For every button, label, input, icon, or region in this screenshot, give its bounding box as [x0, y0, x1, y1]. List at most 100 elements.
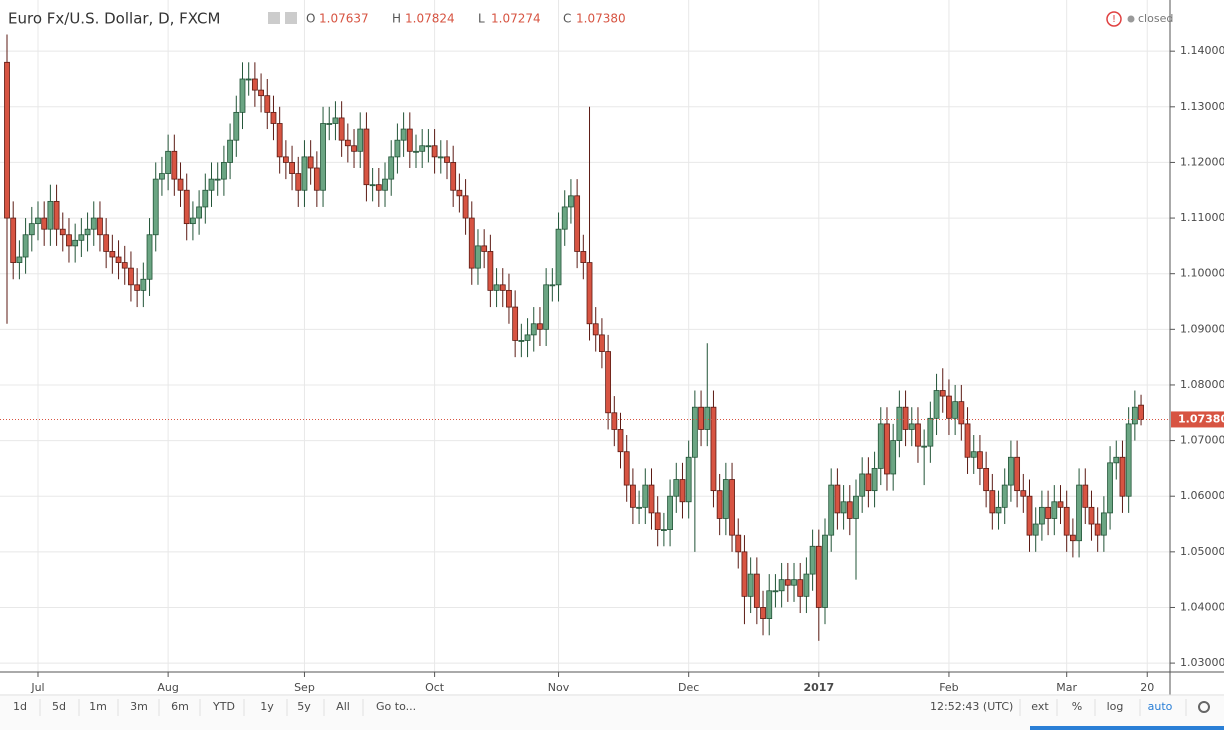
status-icon[interactable] — [1106, 11, 1122, 27]
candle-body — [543, 284, 550, 330]
candle-body — [289, 162, 295, 174]
candle-body — [599, 334, 605, 352]
legend-value: 1.07637 — [319, 12, 369, 26]
range-button[interactable]: All — [336, 700, 350, 713]
x-tick-label: Dec — [678, 681, 699, 694]
candle-body — [555, 228, 562, 286]
candle-body — [592, 323, 599, 336]
candle-body — [704, 406, 711, 430]
candle-body — [846, 501, 853, 519]
status-icon-mark: ! — [1112, 14, 1116, 25]
candle-body — [270, 111, 277, 124]
candle-body — [462, 195, 469, 219]
candle-body — [623, 451, 630, 486]
y-tick-label: 1.03000 — [1180, 656, 1224, 669]
y-tick-label: 1.12000 — [1180, 155, 1224, 168]
candle-body — [1076, 484, 1082, 542]
candle-body — [1107, 462, 1113, 514]
candle-body — [871, 467, 878, 492]
x-tick-label: Sep — [294, 681, 315, 694]
candle-body — [276, 123, 283, 158]
y-tick-label: 1.05000 — [1180, 545, 1224, 558]
candle-body — [660, 529, 667, 531]
range-button[interactable]: 1y — [260, 700, 274, 713]
last-price-box — [1171, 411, 1224, 428]
x-tick-label: Nov — [548, 681, 570, 694]
candle-body — [369, 184, 376, 187]
grid — [0, 0, 1170, 672]
candle-body — [227, 139, 233, 163]
option-button[interactable]: auto — [1148, 700, 1173, 713]
candle-body — [431, 145, 438, 158]
candle-body — [673, 479, 680, 497]
candle-body — [196, 206, 203, 219]
goto-button[interactable]: Go to... — [376, 700, 416, 713]
settings-icon[interactable] — [1198, 701, 1210, 713]
candle-body — [97, 217, 103, 236]
range-button[interactable]: 1m — [89, 700, 107, 713]
y-tick-label: 1.07000 — [1180, 434, 1224, 447]
candle-body — [190, 217, 196, 225]
toolbar-items: 1d 5d 1m 3m 6m YTD 1y 5y All Go to... 12:52:43 (UT… — [13, 699, 1224, 730]
candle-body — [22, 234, 29, 258]
candle-body — [772, 590, 779, 593]
legend-key: O — [306, 12, 315, 26]
candle-body — [574, 195, 581, 252]
candle-body — [716, 490, 723, 519]
candle-body — [400, 128, 407, 141]
option-button[interactable]: log — [1107, 700, 1124, 713]
status: closed — [1138, 12, 1173, 25]
candle-body — [72, 239, 79, 247]
candle-body — [28, 223, 35, 236]
x-tick-label: Oct — [425, 681, 445, 694]
candle-body — [115, 256, 122, 263]
option-button[interactable]: ext — [1031, 700, 1049, 713]
candle-body — [865, 473, 872, 492]
candle-body — [679, 479, 686, 503]
option-button[interactable]: % — [1072, 700, 1082, 713]
icon[interactable] — [285, 12, 297, 24]
candle-body — [766, 590, 773, 619]
candle-body — [568, 195, 574, 208]
candle-body — [952, 401, 959, 419]
legend-value: 1.07274 — [491, 12, 541, 26]
candle-body — [791, 579, 797, 586]
candle-body — [611, 412, 618, 430]
candle-body — [16, 256, 23, 263]
candle-body — [103, 234, 110, 252]
candle-body — [134, 284, 141, 291]
range-button[interactable]: 5d — [52, 700, 66, 713]
candle-body — [896, 406, 903, 441]
candle-body — [4, 61, 10, 219]
candle-body — [915, 423, 921, 447]
candle-body — [1057, 501, 1064, 508]
x-tick-label: Mar — [1056, 681, 1077, 694]
x-tick-label: Aug — [157, 681, 178, 694]
icon[interactable] — [268, 12, 280, 24]
candle-body — [53, 200, 60, 230]
candle-body — [685, 456, 692, 503]
candle-body — [233, 111, 240, 141]
candle-body — [617, 429, 624, 453]
x-tick-label: 2017 — [803, 681, 834, 694]
candle-body — [326, 123, 333, 125]
candle-body — [487, 251, 494, 291]
candle-body — [35, 217, 41, 225]
candle-body — [1082, 484, 1089, 508]
range-button[interactable]: YTD — [212, 700, 235, 713]
candle-body — [983, 467, 990, 492]
candle-body — [735, 534, 742, 553]
range-button[interactable]: 1d — [13, 700, 27, 713]
candle-body — [382, 178, 388, 191]
candle-body — [927, 417, 934, 447]
candle-body — [264, 95, 271, 113]
candle-body — [90, 217, 97, 230]
range-button[interactable]: 3m — [130, 700, 148, 713]
candle-body — [183, 189, 190, 225]
range-button[interactable]: 5y — [297, 700, 311, 713]
candle-body — [245, 78, 252, 81]
candle-body — [1008, 456, 1014, 486]
range-button[interactable]: 6m — [171, 700, 189, 713]
candle-body — [1094, 523, 1101, 536]
